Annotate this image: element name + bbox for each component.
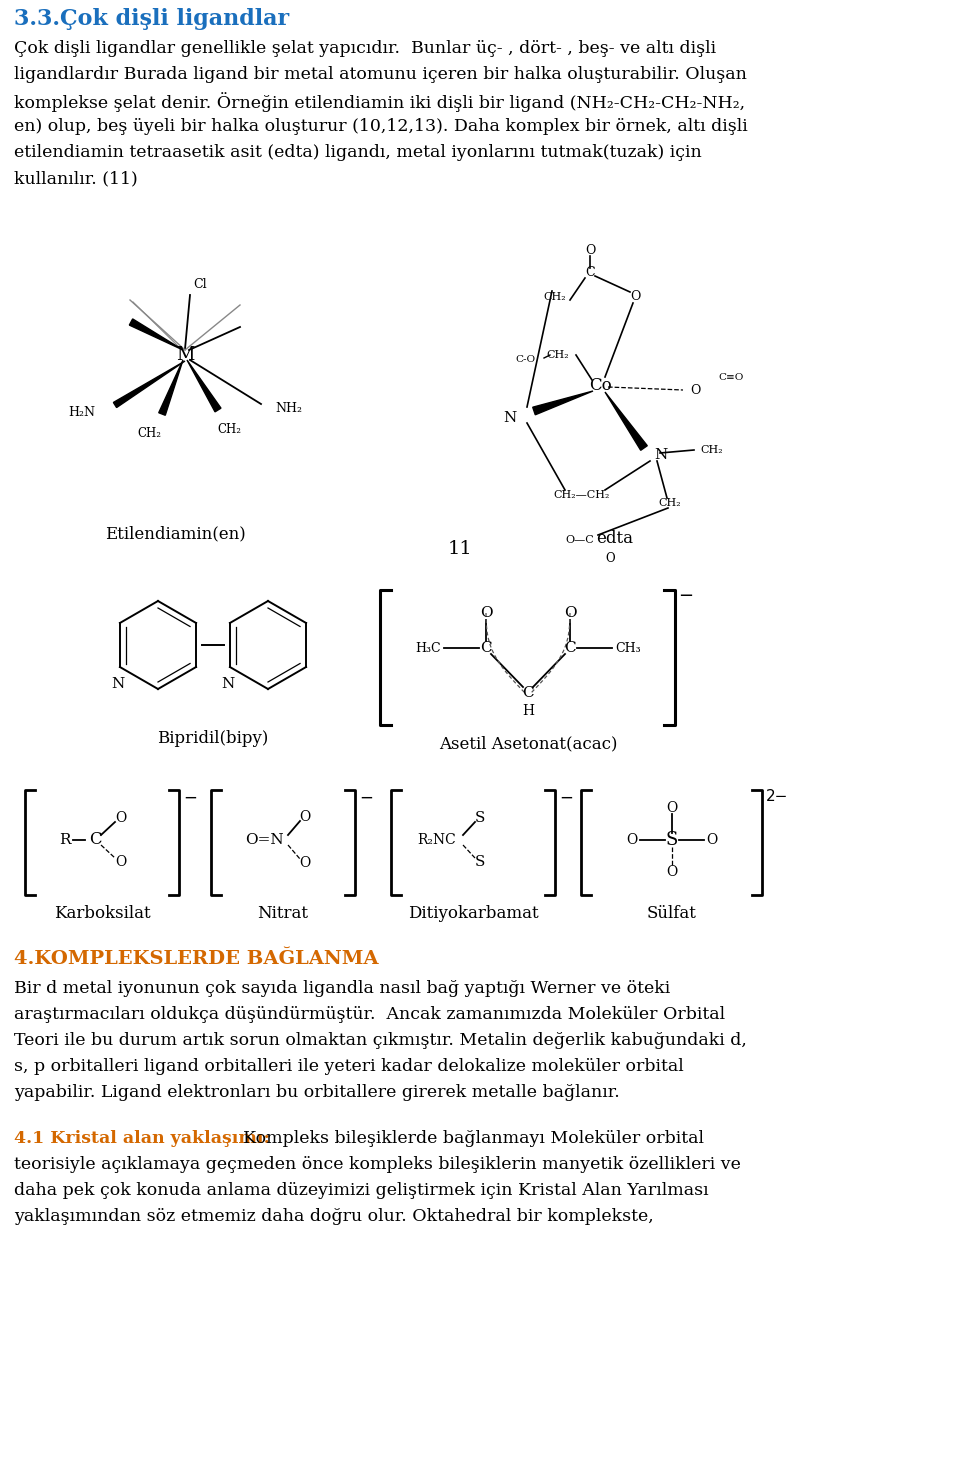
Text: O: O xyxy=(300,855,311,870)
Text: Nitrat: Nitrat xyxy=(257,904,308,922)
Text: N: N xyxy=(504,411,517,425)
Text: O—C: O—C xyxy=(565,534,594,545)
Text: Kompleks bileşiklerde bağlanmayı Moleküler orbital: Kompleks bileşiklerde bağlanmayı Molekül… xyxy=(243,1131,704,1147)
Text: N: N xyxy=(111,676,125,691)
Text: O: O xyxy=(564,605,576,620)
Text: 2−: 2− xyxy=(766,789,788,804)
Polygon shape xyxy=(605,392,647,450)
Text: −: − xyxy=(183,789,197,807)
Polygon shape xyxy=(130,318,183,349)
Text: O: O xyxy=(115,855,127,869)
Text: CH₂—CH₂: CH₂—CH₂ xyxy=(554,490,611,500)
Text: C: C xyxy=(564,641,576,656)
Text: yaklaşımından söz etmemiz daha doğru olur. Oktahedral bir komplekste,: yaklaşımından söz etmemiz daha doğru olu… xyxy=(14,1208,654,1225)
Text: daha pek çok konuda anlama düzeyimizi geliştirmek için Kristal Alan Yarılması: daha pek çok konuda anlama düzeyimizi ge… xyxy=(14,1183,708,1199)
Text: R₂NC: R₂NC xyxy=(417,833,456,847)
Text: O: O xyxy=(605,552,614,564)
Text: yapabilir. Ligand elektronları bu orbitallere girerek metalle bağlanır.: yapabilir. Ligand elektronları bu orbita… xyxy=(14,1083,620,1101)
Text: O: O xyxy=(585,244,595,256)
Text: teorisiyle açıklamaya geçmeden önce kompleks bileşiklerin manyetik özellikleri v: teorisiyle açıklamaya geçmeden önce komp… xyxy=(14,1156,741,1174)
Text: S: S xyxy=(475,811,485,824)
Text: O=N: O=N xyxy=(245,833,283,847)
Text: CH₂: CH₂ xyxy=(659,497,682,508)
Text: O: O xyxy=(666,801,678,815)
Text: CH₂: CH₂ xyxy=(217,423,241,437)
Text: CH₂: CH₂ xyxy=(543,292,566,302)
Text: edta: edta xyxy=(596,530,634,548)
Text: O: O xyxy=(115,811,127,824)
Text: NH₂: NH₂ xyxy=(275,403,302,416)
Text: H₂N: H₂N xyxy=(68,406,95,419)
Text: S: S xyxy=(475,855,485,869)
Text: Karboksilat: Karboksilat xyxy=(54,904,151,922)
Text: C: C xyxy=(480,641,492,656)
Text: M: M xyxy=(176,346,194,364)
Text: araştırmacıları oldukça düşündürmüştür.  Ancak zamanımızda Moleküler Orbital: araştırmacıları oldukça düşündürmüştür. … xyxy=(14,1006,725,1023)
Text: O: O xyxy=(630,290,640,303)
Text: C-O: C-O xyxy=(516,355,536,364)
Text: Co: Co xyxy=(588,376,612,394)
Text: R: R xyxy=(60,833,71,847)
Text: kullanılır. (11): kullanılır. (11) xyxy=(14,170,137,186)
Text: O: O xyxy=(300,810,311,824)
Text: Asetil Asetonat(acac): Asetil Asetonat(acac) xyxy=(439,736,617,752)
Text: O: O xyxy=(707,833,718,847)
Text: Sülfat: Sülfat xyxy=(647,904,697,922)
Text: Cl: Cl xyxy=(193,278,206,292)
Text: C: C xyxy=(522,687,534,700)
Text: 4.1 Kristal alan yaklaşımı:: 4.1 Kristal alan yaklaşımı: xyxy=(14,1131,270,1147)
Text: H₃C: H₃C xyxy=(416,641,441,654)
Text: ligandlardır Burada ligand bir metal atomunu içeren bir halka oluşturabilir. Olu: ligandlardır Burada ligand bir metal ato… xyxy=(14,67,747,83)
Text: O: O xyxy=(666,864,678,879)
Text: O: O xyxy=(690,383,701,397)
Text: O: O xyxy=(626,833,637,847)
Text: Bipridil(bipy): Bipridil(bipy) xyxy=(157,730,269,747)
Text: C: C xyxy=(586,266,595,280)
Text: −: − xyxy=(559,789,573,807)
Text: C: C xyxy=(88,832,102,848)
Text: Çok dişli ligandlar genellikle şelat yapıcıdır.  Bunlar üç- , dört- , beş- ve al: Çok dişli ligandlar genellikle şelat yap… xyxy=(14,40,716,58)
Text: 11: 11 xyxy=(448,540,472,558)
Polygon shape xyxy=(533,391,593,414)
Text: CH₃: CH₃ xyxy=(615,641,640,654)
Text: N: N xyxy=(221,676,234,691)
Text: CH₂: CH₂ xyxy=(546,349,569,360)
Text: Ditiyokarbamat: Ditiyokarbamat xyxy=(408,904,539,922)
Polygon shape xyxy=(158,360,183,416)
Text: 4.KOMPLEKSLERDE BAĞLANMA: 4.KOMPLEKSLERDE BAĞLANMA xyxy=(14,950,378,968)
Text: komplekse şelat denir. Örneğin etilendiamin iki dişli bir ligand (NH₂-CH₂-CH₂-NH: komplekse şelat denir. Örneğin etilendia… xyxy=(14,92,745,112)
Text: s, p orbitalleri ligand orbitalleri ile yeteri kadar delokalize moleküler orbita: s, p orbitalleri ligand orbitalleri ile … xyxy=(14,1058,684,1074)
Text: −: − xyxy=(678,588,693,605)
Text: etilendiamin tetraasetik asit (edta) ligandı, metal iyonlarını tutmak(tuzak) içi: etilendiamin tetraasetik asit (edta) lig… xyxy=(14,144,702,161)
Text: Etilendiamin(en): Etilendiamin(en) xyxy=(105,525,246,542)
Text: −: − xyxy=(359,789,372,807)
Text: en) olup, beş üyeli bir halka oluşturur (10,12,13). Daha komplex bir örnek, altı: en) olup, beş üyeli bir halka oluşturur … xyxy=(14,118,748,135)
Text: Teori ile bu durum artık sorun olmaktan çıkmıştır. Metalin değerlik kabuğundaki : Teori ile bu durum artık sorun olmaktan … xyxy=(14,1032,747,1049)
Text: C≡O: C≡O xyxy=(718,373,743,382)
Text: N: N xyxy=(654,448,667,462)
Text: H: H xyxy=(522,704,534,718)
Text: S: S xyxy=(666,830,678,850)
Text: Bir d metal iyonunun çok sayıda ligandla nasıl bağ yaptığı Werner ve öteki: Bir d metal iyonunun çok sayıda ligandla… xyxy=(14,980,670,998)
Text: O: O xyxy=(480,605,492,620)
Polygon shape xyxy=(113,361,185,407)
Polygon shape xyxy=(187,360,221,411)
Text: CH₂: CH₂ xyxy=(137,428,161,440)
Text: CH₂: CH₂ xyxy=(700,445,723,454)
Text: 3.3.Çok dişli ligandlar: 3.3.Çok dişli ligandlar xyxy=(14,7,289,30)
